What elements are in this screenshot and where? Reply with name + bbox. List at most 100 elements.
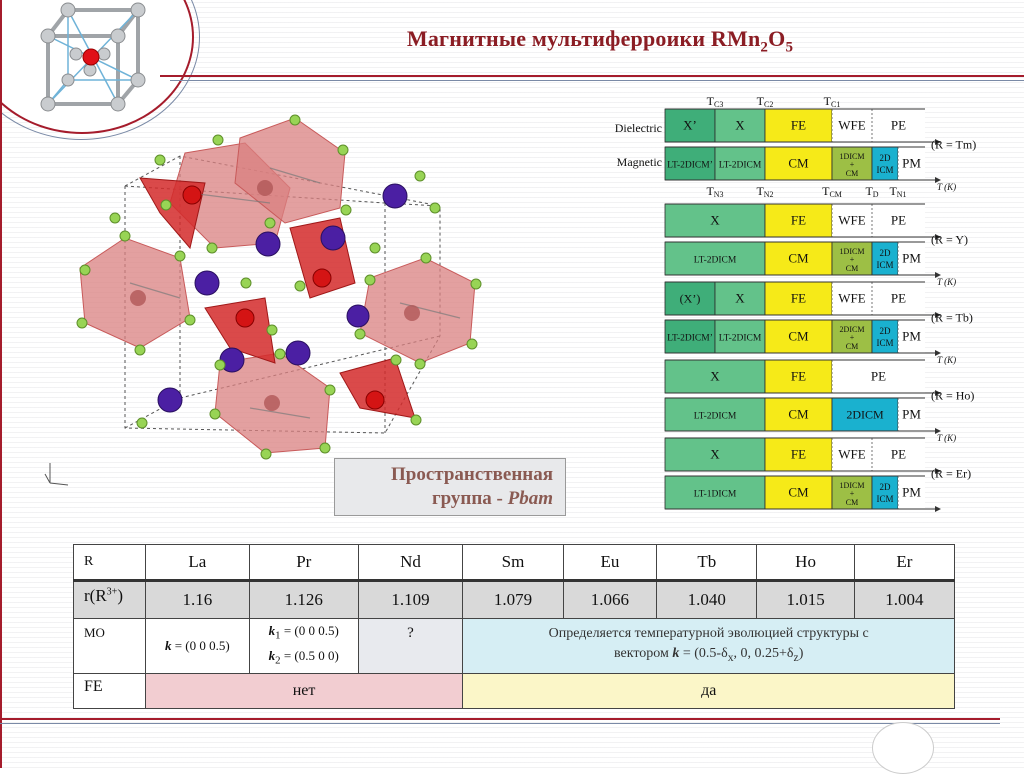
magnetic-row-cell-label: + (850, 255, 855, 264)
magnetic-row-cell-label: CM (846, 169, 858, 178)
top-tick-label: TC1 (824, 94, 841, 109)
magnetic-row-cell-label: LT-2DICM (719, 161, 762, 171)
bottom-tick-label: TN2 (756, 184, 773, 199)
top-tick-label: TC2 (757, 94, 774, 109)
element-cell: Pr (248, 544, 359, 582)
dielectric-row-cell (872, 438, 925, 471)
radius-cell: 1.015 (756, 580, 855, 619)
dielectric-row-cell (664, 108, 716, 143)
dielectric-row-cell-label: X (710, 447, 720, 462)
dielectric-row-cell (872, 282, 925, 315)
crystal-structure-icon (44, 114, 482, 486)
magnetic-row-axis-arrow (935, 177, 941, 183)
magnetic-row-axis-arrow (935, 428, 941, 434)
element-cell: Er (853, 544, 956, 582)
group-label: (R = Tb) (931, 311, 973, 325)
element-cell: Tb (656, 544, 758, 582)
fe-yes-cell: да (462, 673, 955, 709)
magnetic-row-cell-label: CM (846, 264, 858, 273)
phase-diagram: TC3 TC2 TC1 Dielectric Magnetic X’ X FE WFE PE LT-… (615, 94, 976, 512)
magnetic-row-cell-label: ICM (876, 260, 893, 270)
dielectric-row-cell (714, 281, 766, 316)
dielectric-row-cell-label: (X’) (680, 292, 701, 306)
dielectric-row-axis-arrow (935, 390, 941, 396)
dielectric-row-cell-label: PE (891, 213, 906, 228)
magnetic-row-cell (898, 320, 925, 353)
magnetic-row-cell (871, 319, 899, 354)
dielectric-row-axis-arrow (935, 312, 941, 318)
mo-la-cell: k = (0 0 0.5) (144, 618, 250, 674)
magnetic-row-cell-label: LT-2DICM’ (667, 334, 713, 344)
radius-cell: 1.109 (357, 580, 464, 619)
magnetic-row-cell (714, 146, 766, 181)
dielectric-row-cell (832, 360, 925, 393)
magnetic-row-cell-label: 2D (880, 153, 892, 163)
dielectric-row-cell-label: X (735, 291, 745, 306)
magnetic-row-cell-label: CM (788, 329, 809, 344)
bottom-right-circle (872, 722, 934, 774)
magnetic-row-cell-label: CM (788, 156, 809, 171)
bottom-tick-label: TD (865, 184, 878, 199)
dielectric-row-cell-label: X (710, 213, 720, 228)
slide-title: Магнитные мультиферроики RMn2O5 (406, 26, 794, 56)
bottom-rule-thin (0, 723, 1000, 724)
title-rule (160, 75, 1024, 77)
space-group-line2: группа - Pbam (431, 488, 553, 509)
magnetic-row-cell-label: 2D (880, 326, 892, 336)
dielectric-row-cell-label: FE (791, 118, 806, 133)
table-row-mo: MO k = (0 0 0.5) k1 = (0 0 0.5) k2 = (0.… (73, 618, 955, 674)
table-row-fe: FE нет да (73, 673, 955, 709)
axis-label: T (K) (937, 511, 956, 512)
dielectric-row-cell-label: X (710, 369, 720, 384)
rare-earth-table: R La Pr Nd Sm Eu Tb Ho Er r(R3+) 1.16 1.… (73, 544, 956, 709)
magnetic-row-cell-label: CM (788, 407, 809, 422)
magnetic-row-cell-label: 2DICM (840, 325, 865, 334)
bottom-tick-label: TN3 (706, 184, 723, 199)
dielectric-row-cell-label: FE (791, 369, 806, 384)
dielectric-row-cell (872, 109, 925, 142)
element-cell: La (144, 544, 250, 582)
radius-label: r(R3+) (73, 580, 146, 619)
magnetic-row-cell-label: PM (902, 156, 921, 171)
magnetic-row-cell-label: 2D (880, 482, 892, 492)
magnetic-row-cell-label: 2D (880, 248, 892, 258)
mo-nd-cell: ? (357, 618, 464, 674)
magnetic-row-axis-arrow (935, 272, 941, 278)
group-label: (R = Y) (931, 233, 968, 247)
axis-label: T (K) (937, 277, 956, 287)
space-group-caption: Пространственная группа - Pbam (334, 458, 566, 516)
cube-icon (40, 2, 146, 112)
radius-cell: 1.004 (853, 580, 956, 619)
magnetic-row-axis-arrow (935, 506, 941, 512)
magnetic-row-cell-label: LT-2DICM (694, 412, 737, 422)
dielectric-row-cell (872, 204, 925, 237)
magnetic-row-axis-arrow (935, 350, 941, 356)
dielectric-row-cell (664, 359, 766, 394)
magnetic-row-cell (898, 147, 925, 180)
magnetic-row-cell (898, 242, 925, 275)
magnetic-row-cell-label: ICM (876, 494, 893, 504)
group-label: (R = Tm) (931, 138, 976, 152)
magnetic-row-cell (831, 475, 873, 510)
row-label-magnetic: Magnetic (617, 155, 662, 169)
dielectric-row-cell-label: PE (891, 291, 906, 306)
dielectric-row-cell-label: WFE (838, 213, 866, 228)
magnetic-row-cell (898, 398, 925, 431)
magnetic-row-cell-label: + (850, 333, 855, 342)
dielectric-row-axis-arrow (935, 139, 941, 145)
dielectric-row-cell-label: WFE (838, 447, 866, 462)
group-label: (R = Ho) (931, 389, 974, 403)
magnetic-row-cell-label: ICM (876, 165, 893, 175)
table-row-radius: r(R3+) 1.16 1.126 1.109 1.079 1.066 1.04… (73, 580, 956, 619)
mo-label: MO (73, 618, 146, 674)
mo-determined-cell: Определяется температурной эволюцией стр… (462, 618, 955, 674)
magnetic-row-cell-label: LT-2DICM’ (667, 161, 713, 171)
radius-cell: 1.066 (562, 580, 658, 619)
magnetic-row-cell-label: PM (902, 407, 921, 422)
magnetic-row-cell-label: 1DICM (840, 152, 865, 161)
dielectric-row-cell-label: FE (791, 213, 806, 228)
title-rule-thin (170, 80, 1024, 81)
dielectric-row-cell-label: FE (791, 291, 806, 306)
magnetic-row-cell (898, 476, 925, 509)
axis-label: T (K) (937, 182, 956, 192)
